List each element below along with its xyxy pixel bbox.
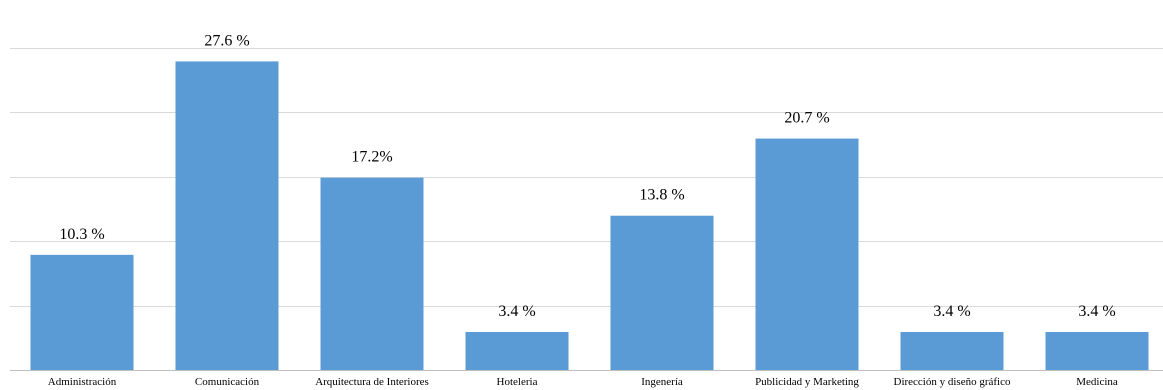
data-label: 27.6 % [204, 32, 249, 49]
bar [320, 177, 424, 370]
category-label: Administración [48, 376, 117, 388]
data-label: 3.4 % [1078, 303, 1115, 320]
bar [1045, 331, 1149, 370]
category-label: Hoteleria [497, 376, 538, 388]
data-label: 10.3 % [59, 226, 104, 243]
bar [175, 61, 279, 371]
category-labels: Administración Comunicación Arquitectura d… [48, 376, 1118, 388]
category-label: Ingenería [641, 376, 683, 388]
category-label: Publicidad y Marketing [755, 376, 859, 388]
category-label: Arquitectura de Interiores [315, 376, 429, 388]
data-label: 17.2% [351, 149, 392, 166]
data-label: 3.4 % [498, 303, 535, 320]
data-labels: 10.3 % 27.6 % 17.2% 3.4 % 13.8 % 20.7 % 3.4 % 3… [59, 32, 1115, 320]
category-label: Comunicación [195, 376, 260, 388]
data-label: 3.4 % [933, 303, 970, 320]
category-label: Dirección y diseño gráfico [894, 376, 1011, 388]
bar [30, 254, 134, 370]
data-label: 20.7 % [784, 110, 829, 127]
bar [755, 138, 859, 370]
data-label: 13.8 % [639, 187, 684, 204]
bar [610, 215, 714, 370]
category-label: Medicina [1076, 376, 1118, 388]
bars [30, 61, 1149, 371]
bar [465, 331, 569, 370]
bar [900, 331, 1004, 370]
